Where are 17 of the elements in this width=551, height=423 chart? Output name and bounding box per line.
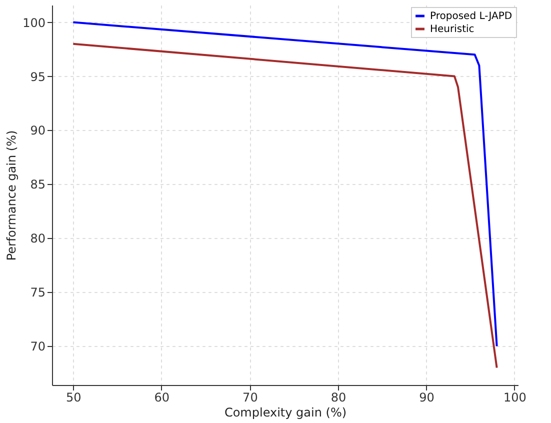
y-tick-label: 70: [30, 340, 46, 354]
legend-label: Proposed L-JAPD: [430, 11, 512, 22]
y-tick-label: 100: [22, 16, 46, 30]
x-tick-label: 90: [419, 390, 434, 404]
x-tick-label: 50: [66, 390, 82, 404]
y-tick-label: 85: [30, 178, 46, 192]
y-axis-title: Performance gain (%): [4, 130, 19, 261]
x-tick-label: 70: [242, 390, 258, 404]
y-tick-label: 75: [30, 286, 46, 300]
x-tick-label: 100: [504, 390, 526, 404]
x-axis-title: Complexity gain (%): [224, 406, 347, 420]
y-tick-label: 95: [30, 70, 46, 84]
x-tick-label: 80: [330, 390, 346, 404]
x-tick-label: 60: [154, 390, 170, 404]
y-tick-label: 90: [30, 124, 46, 138]
y-tick-label: 80: [30, 232, 46, 246]
legend-label: Heuristic: [430, 24, 474, 35]
